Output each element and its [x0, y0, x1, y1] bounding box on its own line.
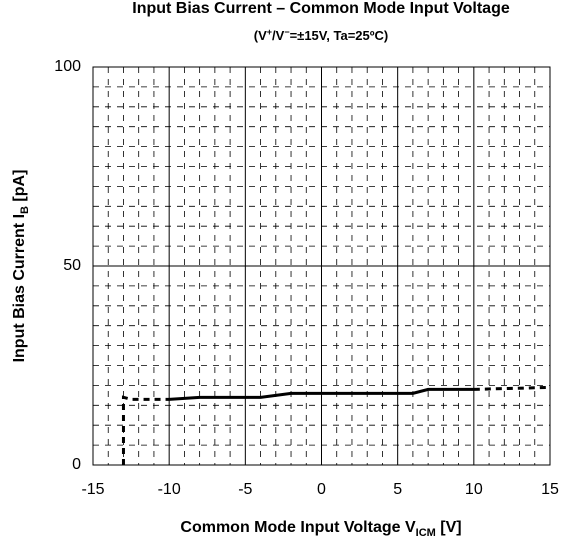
x-tick-label: 0	[317, 481, 326, 498]
plot-frame	[92, 66, 551, 466]
subtitle-part: (V	[254, 28, 267, 43]
y-tick-label: 100	[54, 58, 81, 75]
y-label-part: Input Bias Current I	[11, 214, 28, 362]
y-tick-label: 50	[63, 257, 81, 274]
x-tick-label: 15	[541, 481, 559, 498]
chart-subtitle: (V+/V−=±15V, Ta=25ºC)	[254, 27, 388, 43]
x-label-part: Common Mode Input Voltage V	[180, 519, 416, 536]
subtitle-sup: +	[267, 27, 272, 37]
data-line	[473, 385, 551, 391]
subtitle-sup: −	[284, 27, 289, 37]
x-tick-label: -10	[158, 481, 181, 498]
x-label-sub: ICM	[416, 527, 436, 539]
x-tick-label: -5	[238, 481, 252, 498]
subtitle-part: =±15V, Ta=25ºC)	[290, 28, 389, 43]
x-tick-label: 10	[465, 481, 483, 498]
x-tick-label: 5	[393, 481, 402, 498]
x-axis-label: Common Mode Input Voltage VICM [V]	[180, 519, 461, 539]
y-label-sub: B	[19, 206, 31, 214]
y-tick-label: 0	[72, 456, 81, 473]
y-label-part: [pA]	[11, 170, 28, 206]
data-line	[121, 395, 170, 465]
x-tick-label: -15	[81, 481, 104, 498]
chart-title: Input Bias Current – Common Mode Input V…	[132, 0, 510, 17]
y-axis-label: Input Bias Current IB [pA]	[11, 170, 31, 363]
subtitle-part: /V	[272, 28, 285, 43]
x-label-part: [V]	[436, 519, 462, 536]
data-line	[169, 387, 474, 401]
